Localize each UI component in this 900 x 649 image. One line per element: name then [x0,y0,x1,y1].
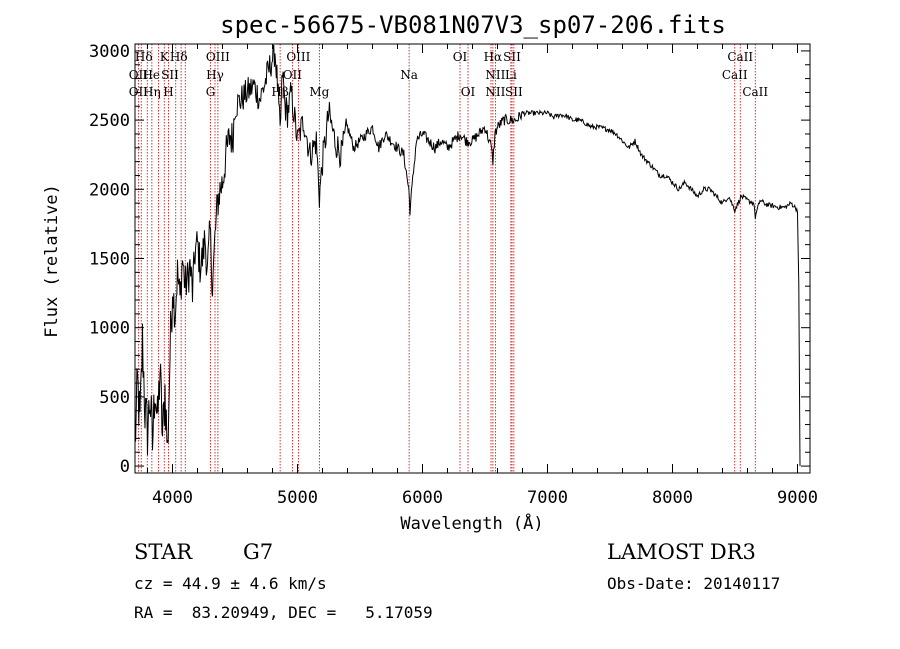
coordinates: RA = 83.20949, DEC = 5.17059 [134,603,433,622]
y-axis: 0 500 1000 1500 2000 2500 3000 [89,42,810,477]
spectral-line-label: Li [505,68,517,82]
spectral-line-label: CaII [742,85,768,99]
spectral-line-label: OIII [286,50,310,64]
spectral-line-label: NII [485,85,505,99]
x-tick-label: 8000 [652,488,693,508]
x-tick-label: 7000 [527,488,568,508]
observation-date: Obs-Date: 20140117 [607,574,781,593]
spectral-line-label: OII [283,68,303,82]
x-axis-label: Wavelength (Å) [400,512,543,534]
spectral-line-label: G [206,85,216,99]
y-tick-label: 0 [120,457,130,477]
spectral-line-label: H [163,85,173,99]
spectral-line-label: SII [161,68,179,82]
x-tick-label: 9000 [777,488,818,508]
y-tick-label: 500 [99,388,130,408]
spectral-line-label: SII [503,50,521,64]
spectral-line-label: K [160,50,170,64]
x-tick-label: 5000 [277,488,318,508]
x-tick-label: 6000 [402,488,443,508]
spectral-line-label: OI [453,50,468,64]
spectral-line-label: Hδ [135,50,153,64]
spectral-line-label: CaII [727,50,753,64]
spectral-line-label: CaII [722,68,748,82]
spectral-line-label: SII [505,85,523,99]
y-tick-label: 2500 [89,111,130,131]
y-axis-label: Flux (relative) [42,184,62,338]
spectral-line-label: Hα [484,50,503,64]
plot-frame [134,43,811,474]
redshift-info: cz = 44.9 ± 4.6 km/s [134,574,327,593]
spectral-line-label: OII [129,68,149,82]
spectral-line-label: He [142,68,160,82]
object-subclass: G7 [243,540,274,564]
spectral-line-label: OI [461,85,476,99]
x-axis: 4000 5000 6000 7000 8000 9000 [147,44,818,508]
y-tick-label: 2000 [89,180,130,200]
spectral-line-label: OIII [206,50,230,64]
spectrum-series-line [134,44,801,467]
spectral-line-label: Hβ [271,85,288,99]
spectral-line-label: NII [485,68,505,82]
x-tick-label: 4000 [152,488,193,508]
chart-title: spec-56675-VB081N07V3_sp07-206.fits [220,11,726,39]
spectral-line-label: Na [400,68,418,82]
y-tick-label: 1000 [89,319,130,339]
survey-name: LAMOST DR3 [607,540,756,564]
y-tick-label: 3000 [89,42,130,62]
spectral-line-label: Hη [143,85,161,99]
spectral-line-label: Mg [309,85,329,99]
object-class: STAR [134,540,193,564]
spectral-line-label: Hγ [206,68,224,82]
spectral-lines [137,44,756,473]
y-tick-label: 1500 [89,250,130,270]
spectral-line-label: Hδ [170,50,188,64]
